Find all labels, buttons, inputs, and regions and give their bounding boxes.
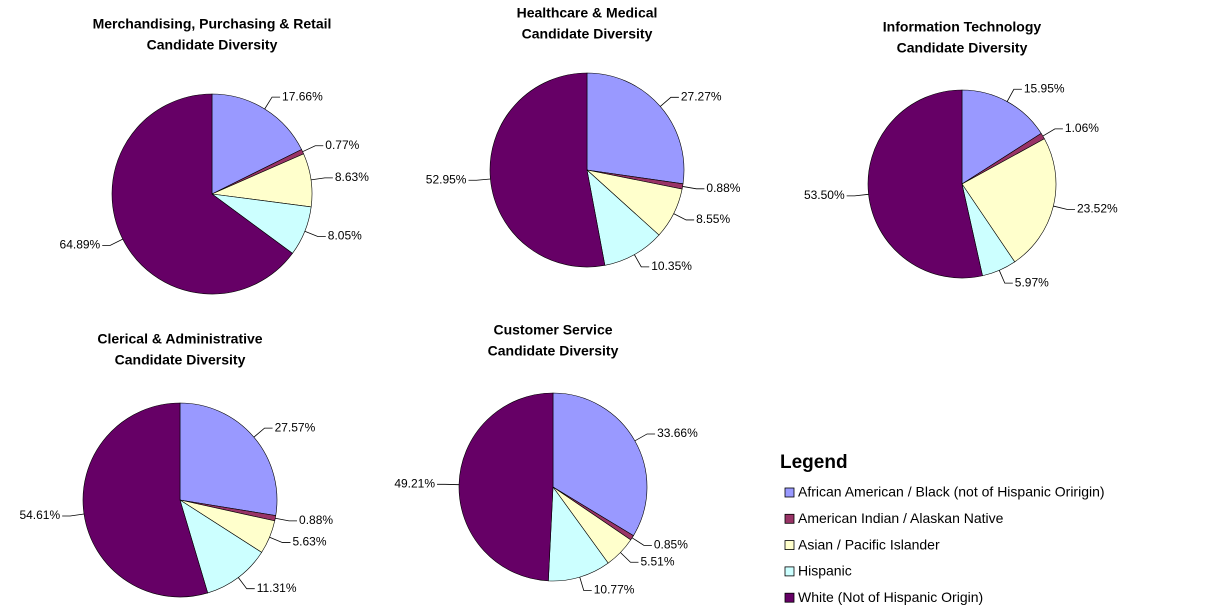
chart-title: Candidate Diversity [115,352,246,368]
leader-line [631,537,652,546]
leader-line [682,186,705,190]
legend-swatch [784,566,795,577]
legend-swatch [784,540,795,550]
leader-line [253,427,273,438]
chart-title: Candidate Diversity [897,40,1028,56]
data-label: 64.89% [60,238,101,252]
chart-title: Candidate Diversity [488,343,619,359]
data-label: 33.66% [657,426,698,440]
legend-title: Legend [780,452,848,473]
data-label: 8.63% [335,170,369,184]
leader-line [468,178,491,181]
data-label: 27.27% [681,89,722,103]
data-label: 52.95% [426,172,467,186]
pie-slice [179,499,263,594]
chart-title: Healthcare & Medical [517,5,658,21]
pie-slice [586,72,685,185]
data-label: 10.77% [594,583,635,597]
legend-label: African American / Black (not of Hispani… [798,484,1105,500]
data-label: 0.77% [325,138,359,152]
leader-line [304,230,326,237]
data-label: 15.95% [1024,81,1065,95]
data-label: 5.97% [1015,275,1049,289]
leader-line [310,177,333,181]
leader-line [1053,205,1075,210]
leader-line [264,96,281,110]
chart-title: Information Technology [883,19,1042,35]
chart-title: Clerical & Administrative [97,331,262,347]
data-label: 0.85% [654,538,688,552]
data-label: 11.31% [257,581,297,595]
pie-slice [458,392,554,582]
data-label: 0.88% [706,181,740,195]
leader-line [998,270,1013,284]
legend-label: White (Not of Hispanic Origin) [798,589,983,605]
data-label: 8.05% [328,229,362,243]
pie-slice [552,392,648,537]
leader-line [269,536,291,543]
pie-slice [489,72,606,268]
leader-line [302,145,324,153]
data-label: 5.63% [293,535,327,549]
leader-line [1006,88,1022,102]
legend-swatch [784,513,795,524]
legend-swatch [784,487,795,498]
leader-line [634,254,650,268]
data-label: 1.06% [1065,121,1099,135]
data-label: 27.57% [275,420,316,434]
leader-line [1042,128,1063,137]
chart-title: Merchandising, Purchasing & Retail [93,16,332,32]
legend-label: Asian / Pacific Islander [798,536,940,552]
data-label: 17.66% [282,89,323,103]
leader-line [660,96,679,107]
pie-slice [111,93,293,295]
data-label: 5.51% [640,554,674,568]
leader-line [673,213,695,221]
leader-line [237,577,255,590]
chart-title: Customer Service [493,322,612,338]
legend-swatch [784,592,795,603]
data-label: 10.35% [651,259,692,273]
leader-line [634,433,656,442]
leader-line [62,513,85,517]
pie-slice [179,402,278,516]
data-label: 0.88% [299,513,333,527]
data-label: 23.52% [1077,202,1118,216]
pie-slice [961,138,1057,263]
data-label: 8.55% [696,212,730,226]
legend-label: Hispanic [798,563,852,579]
leader-line [579,576,592,591]
chart-title: Candidate Diversity [522,26,653,42]
legend-label: American Indian / Alaskan Native [798,510,1004,526]
pie-slice [82,402,209,598]
leader-line [275,517,298,522]
leader-line [846,193,869,197]
data-label: 53.50% [804,188,845,202]
data-label: 54.61% [19,508,60,522]
data-label: 49.21% [394,476,435,490]
chart-title: Candidate Diversity [147,37,278,53]
leader-line [102,238,123,246]
leader-line [620,552,639,563]
